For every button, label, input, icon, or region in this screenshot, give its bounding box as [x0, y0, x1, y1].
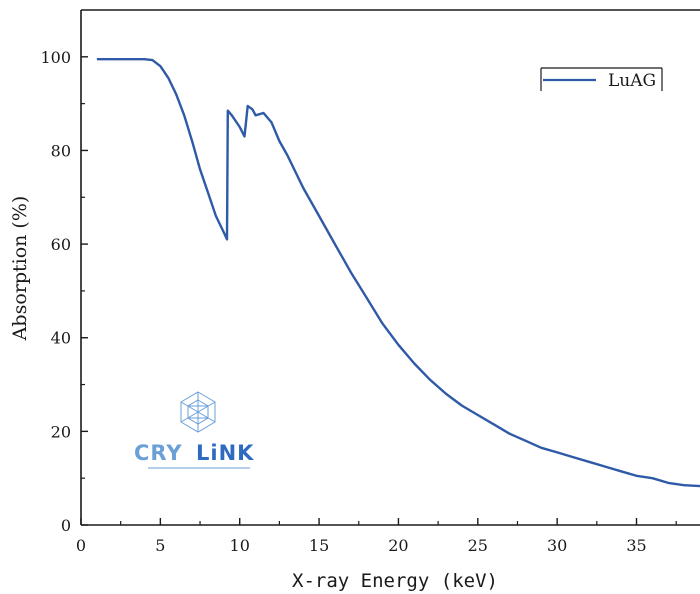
y-tick-label-80: 80	[51, 141, 71, 160]
x-axis-label: X-ray Energy (keV)	[292, 570, 498, 592]
y-tick-label-100: 100	[40, 48, 71, 67]
x-tick-label-20: 20	[388, 536, 408, 555]
y-tick-label-60: 60	[51, 235, 71, 254]
y-axis-ticks: 0 20 40 60 80 100	[40, 48, 88, 535]
logo-wordmark-right: LiNK	[196, 441, 254, 465]
series-line-luag	[96, 58, 700, 488]
x-axis-ticks: 0 5 10 15 20 25 30 35	[76, 518, 677, 555]
x-tick-label-10: 10	[230, 536, 250, 555]
y-tick-label-20: 20	[51, 422, 71, 441]
crylink-logo: CRY LiNK	[134, 391, 254, 469]
crystal-lattice-icon	[180, 391, 216, 433]
x-tick-label-30: 30	[547, 536, 567, 555]
logo-wordmark-left: CRY	[134, 441, 183, 465]
x-tick-label-25: 25	[468, 536, 488, 555]
y-tick-label-40: 40	[51, 329, 71, 348]
legend: LuAG	[540, 67, 663, 91]
series-layer	[96, 58, 700, 488]
x-tick-label-15: 15	[309, 536, 329, 555]
x-tick-label-5: 5	[155, 536, 165, 555]
y-axis-label: Absorption (%)	[9, 196, 31, 342]
x-tick-label-0: 0	[76, 536, 86, 555]
legend-label-luag: LuAG	[608, 71, 656, 91]
y-tick-label-0: 0	[61, 516, 71, 535]
x-tick-label-35: 35	[626, 536, 646, 555]
